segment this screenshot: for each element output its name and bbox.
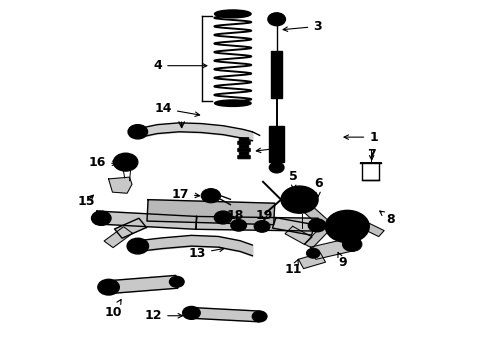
FancyBboxPatch shape <box>238 156 250 159</box>
Circle shape <box>235 223 242 228</box>
Circle shape <box>294 196 304 203</box>
Text: 4: 4 <box>153 59 207 72</box>
Polygon shape <box>285 226 312 244</box>
Polygon shape <box>108 275 178 293</box>
Ellipse shape <box>215 100 251 107</box>
Circle shape <box>308 219 326 232</box>
Text: 15: 15 <box>78 195 96 208</box>
Text: 8: 8 <box>380 211 395 226</box>
FancyBboxPatch shape <box>239 145 249 148</box>
Text: 16: 16 <box>89 156 117 168</box>
Circle shape <box>170 276 184 287</box>
Circle shape <box>281 186 318 213</box>
Text: 14: 14 <box>154 102 199 116</box>
FancyBboxPatch shape <box>239 152 249 156</box>
FancyBboxPatch shape <box>270 126 284 162</box>
Circle shape <box>133 243 143 249</box>
Text: 3: 3 <box>283 20 322 33</box>
FancyBboxPatch shape <box>239 138 249 141</box>
Circle shape <box>98 279 119 295</box>
FancyBboxPatch shape <box>238 141 250 145</box>
Circle shape <box>325 210 369 243</box>
Text: 13: 13 <box>189 247 224 260</box>
Circle shape <box>252 311 267 322</box>
Circle shape <box>268 13 286 26</box>
Text: 18: 18 <box>226 209 244 222</box>
Polygon shape <box>191 307 260 322</box>
Circle shape <box>219 215 227 220</box>
Circle shape <box>272 16 282 23</box>
Text: 7: 7 <box>368 148 376 162</box>
Polygon shape <box>104 227 133 248</box>
Circle shape <box>231 220 246 231</box>
Polygon shape <box>299 202 330 228</box>
Circle shape <box>270 162 284 173</box>
Text: 1: 1 <box>344 131 378 144</box>
Circle shape <box>306 248 320 258</box>
Polygon shape <box>272 218 315 235</box>
Circle shape <box>334 216 361 237</box>
Polygon shape <box>96 211 197 229</box>
Polygon shape <box>311 238 355 259</box>
Text: 12: 12 <box>145 309 182 322</box>
Circle shape <box>201 189 220 203</box>
Text: 10: 10 <box>105 300 122 319</box>
Polygon shape <box>364 224 384 237</box>
Circle shape <box>92 211 111 225</box>
Polygon shape <box>147 200 275 225</box>
Circle shape <box>133 128 143 135</box>
Circle shape <box>343 237 362 251</box>
Circle shape <box>254 221 270 232</box>
Text: 9: 9 <box>338 252 347 269</box>
Circle shape <box>188 310 196 316</box>
FancyBboxPatch shape <box>271 51 282 98</box>
Text: 2: 2 <box>256 141 285 154</box>
Polygon shape <box>298 253 325 269</box>
Circle shape <box>128 125 147 139</box>
Circle shape <box>259 224 266 229</box>
Circle shape <box>127 238 148 254</box>
Text: 19: 19 <box>256 209 273 222</box>
Circle shape <box>206 192 216 199</box>
Polygon shape <box>115 218 147 238</box>
Text: 17: 17 <box>172 188 199 201</box>
Circle shape <box>103 283 115 292</box>
Circle shape <box>288 191 311 208</box>
Circle shape <box>342 222 353 231</box>
FancyBboxPatch shape <box>238 148 250 152</box>
Circle shape <box>119 157 132 167</box>
Circle shape <box>183 306 200 319</box>
Text: 6: 6 <box>314 177 322 197</box>
Polygon shape <box>196 216 318 231</box>
Circle shape <box>97 215 106 222</box>
Polygon shape <box>304 226 329 248</box>
Circle shape <box>214 211 232 224</box>
Polygon shape <box>109 177 132 193</box>
Ellipse shape <box>215 10 251 18</box>
Text: 5: 5 <box>290 170 298 189</box>
Text: 11: 11 <box>285 260 302 276</box>
Circle shape <box>114 153 138 171</box>
